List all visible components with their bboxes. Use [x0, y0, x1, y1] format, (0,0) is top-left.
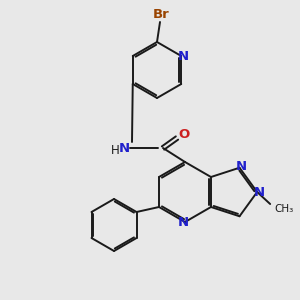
Text: N: N — [178, 50, 189, 62]
Text: CH₃: CH₃ — [274, 204, 293, 214]
Text: O: O — [178, 128, 190, 140]
Text: N: N — [254, 185, 265, 199]
Text: N: N — [177, 217, 189, 230]
Text: N: N — [118, 142, 130, 154]
Text: Br: Br — [153, 8, 169, 20]
Text: N: N — [236, 160, 247, 173]
Text: H: H — [111, 143, 119, 157]
